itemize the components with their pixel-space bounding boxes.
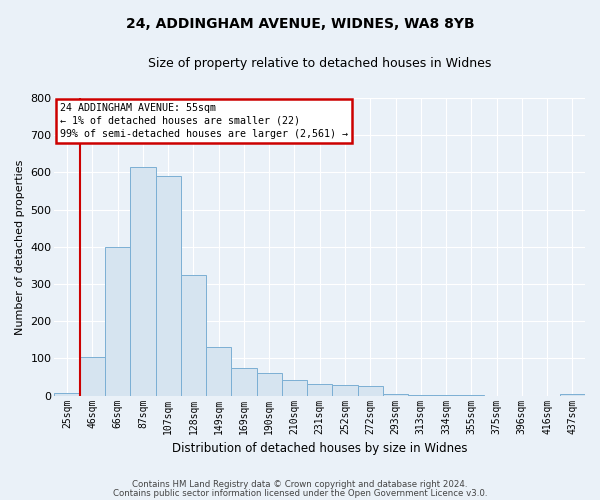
Bar <box>358 386 383 396</box>
Bar <box>181 274 206 396</box>
Bar <box>80 356 105 396</box>
Bar <box>206 348 232 396</box>
Bar <box>332 385 358 396</box>
Bar <box>282 380 307 396</box>
Text: 24 ADDINGHAM AVENUE: 55sqm
← 1% of detached houses are smaller (22)
99% of semi-: 24 ADDINGHAM AVENUE: 55sqm ← 1% of detac… <box>60 102 348 139</box>
Bar <box>307 384 332 396</box>
Title: Size of property relative to detached houses in Widnes: Size of property relative to detached ho… <box>148 58 491 70</box>
Bar <box>383 394 408 396</box>
Text: 24, ADDINGHAM AVENUE, WIDNES, WA8 8YB: 24, ADDINGHAM AVENUE, WIDNES, WA8 8YB <box>125 18 475 32</box>
Text: Contains HM Land Registry data © Crown copyright and database right 2024.: Contains HM Land Registry data © Crown c… <box>132 480 468 489</box>
Bar <box>55 393 80 396</box>
Y-axis label: Number of detached properties: Number of detached properties <box>15 159 25 334</box>
Bar <box>105 247 130 396</box>
Bar <box>130 167 155 396</box>
Bar <box>257 374 282 396</box>
Bar <box>155 176 181 396</box>
Text: Contains public sector information licensed under the Open Government Licence v3: Contains public sector information licen… <box>113 490 487 498</box>
X-axis label: Distribution of detached houses by size in Widnes: Distribution of detached houses by size … <box>172 442 467 455</box>
Bar <box>560 394 585 396</box>
Bar <box>232 368 257 396</box>
